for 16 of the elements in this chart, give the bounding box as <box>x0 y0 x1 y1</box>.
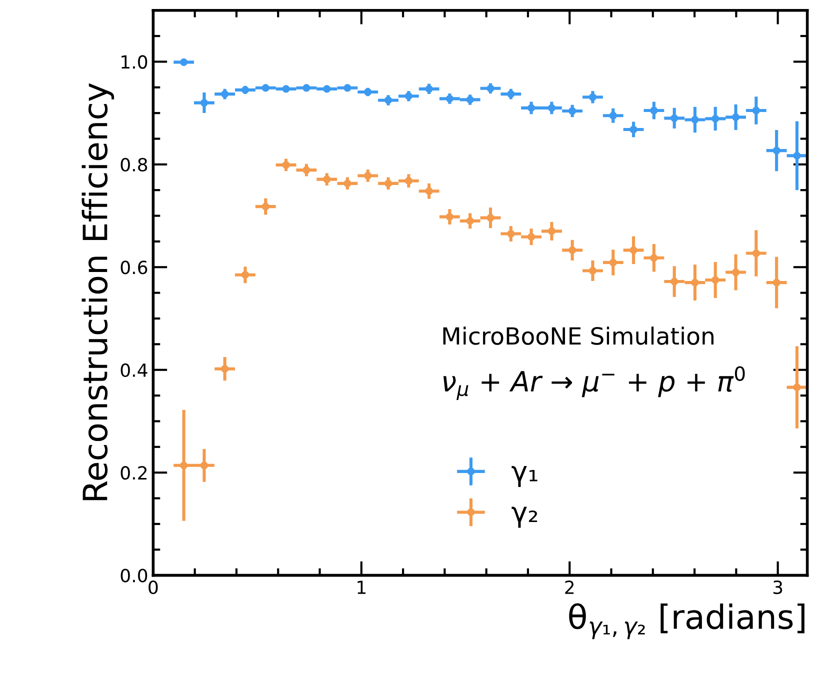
y-tick-label: 1.0 <box>122 55 148 69</box>
x-tick-label: 2 <box>565 580 574 594</box>
x-tick-label: 0 <box>148 580 158 594</box>
y-axis-title: Reconstruction Efficiency <box>82 83 114 500</box>
x-axis-title: θ$_{γ₁,γ₂}$ [radians] <box>569 603 804 640</box>
y-tick-label: 0.2 <box>120 466 147 480</box>
y-tick-label: 0.4 <box>120 363 148 377</box>
y-tick-label: 0.6 <box>120 260 148 274</box>
annotation: ν$_{μ}$ + Ar → μ$^{−}$ + p + π$^{0}$ <box>443 366 745 400</box>
legend-label: γ₂ <box>512 506 538 528</box>
y-tick-label: 0.0 <box>120 568 148 582</box>
annotation: MicroBooNE Simulation <box>443 326 714 345</box>
x-tick-label: 3 <box>773 580 782 594</box>
y-tick-label: 0.8 <box>120 158 148 172</box>
x-tick-label: 1 <box>358 580 366 594</box>
legend-label: γ₁ <box>512 466 538 487</box>
